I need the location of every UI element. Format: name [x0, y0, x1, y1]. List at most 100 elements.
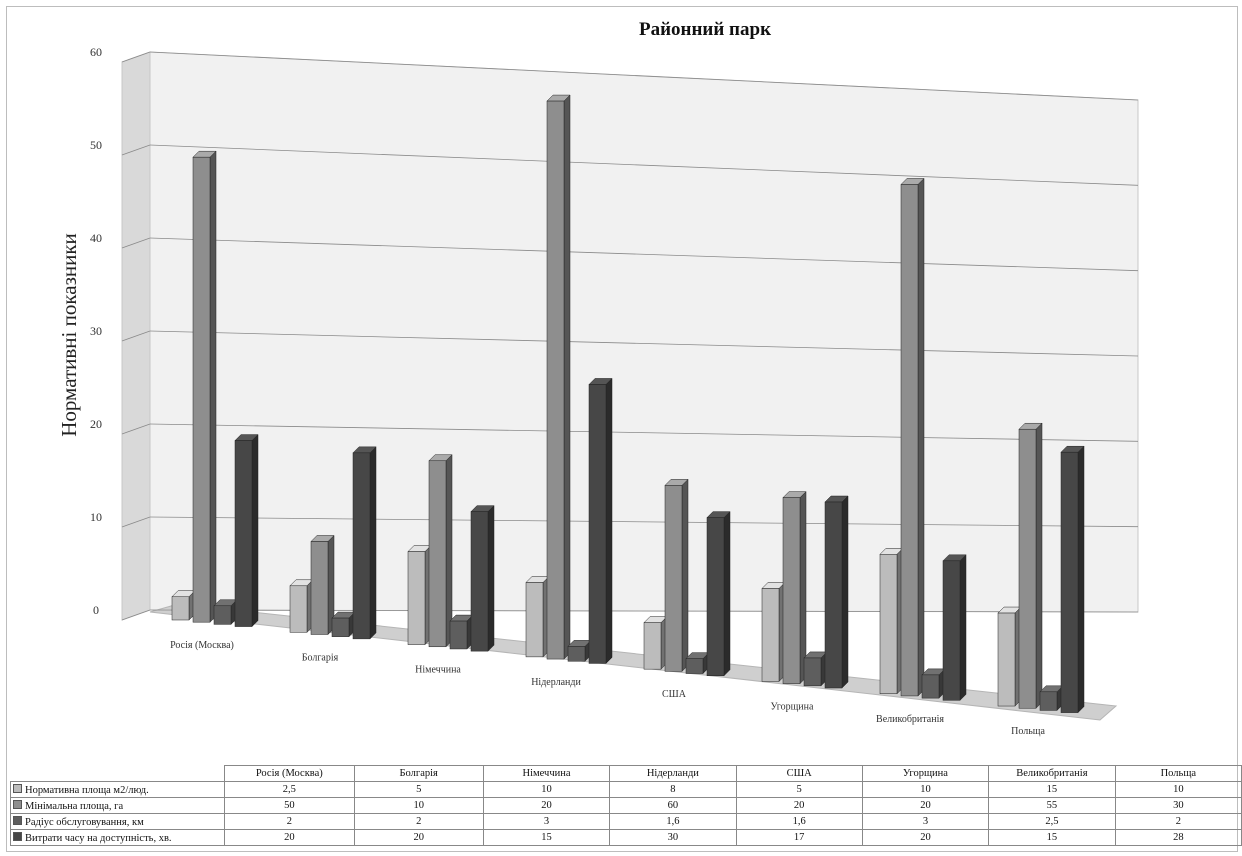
table-cell: 3	[861, 813, 990, 830]
gridline	[149, 144, 1139, 186]
bar-side	[445, 454, 453, 648]
bar	[1039, 691, 1058, 711]
table-cell: 8	[609, 781, 737, 798]
table-cell: 1,6	[609, 813, 737, 830]
table-cell: 15	[988, 829, 1116, 846]
category-label: Польща	[1011, 726, 1045, 737]
bar-side	[487, 505, 495, 652]
bar	[352, 452, 371, 640]
category-label: США	[662, 689, 687, 700]
table-cell: 17	[735, 829, 863, 846]
table-cell: 55	[988, 797, 1116, 814]
table-column-header: Німеччина	[482, 765, 611, 782]
category-label: Німеччина	[415, 665, 461, 676]
gridline	[149, 516, 1139, 528]
table-cell: 20	[353, 829, 484, 846]
table-row-header: Мінімальна площа, га	[9, 797, 226, 814]
chart-floor	[149, 603, 1118, 721]
gridline	[149, 51, 1139, 101]
y-tick-label: 20	[90, 417, 102, 431]
table-body: Нормативна площа м2/люд. 2,5 5 10 8 5 10 15 10 Мі…	[9, 781, 1242, 846]
table-cell: 20	[482, 797, 611, 814]
bar	[234, 440, 253, 627]
table-cell: 2	[224, 813, 355, 830]
bar	[900, 184, 919, 697]
gridline-side	[121, 237, 151, 249]
bar	[213, 605, 232, 625]
table-column-header: Польща	[1114, 765, 1242, 782]
bar-side	[563, 94, 571, 660]
table-column-header: Нідерланди	[609, 765, 737, 782]
gridline-side	[121, 516, 151, 528]
table-cell: 10	[482, 781, 611, 798]
table-cell: 2,5	[224, 781, 355, 798]
table-cell: 30	[1114, 797, 1242, 814]
gridline-side	[121, 51, 151, 63]
bar	[428, 460, 447, 648]
table-row-header: Витрати часу на доступність, хв.	[9, 829, 226, 846]
chart-walls	[121, 51, 1139, 721]
y-tick-label: 40	[90, 231, 102, 245]
table-row: Нормативна площа м2/люд. 2,5 5 10 8 5 10 15 10	[9, 781, 1242, 798]
table-cell: 20	[735, 797, 863, 814]
bar	[407, 551, 426, 645]
bar-side	[841, 495, 849, 689]
bar-side	[1035, 422, 1043, 709]
table-cell: 30	[609, 829, 737, 846]
table-cell: 60	[609, 797, 737, 814]
bar	[1018, 428, 1037, 709]
table-row: Мінімальна площа, га 50 10 20 60 20 20 55 30	[9, 797, 1242, 814]
table-cell: 5	[353, 781, 484, 798]
bar-side	[681, 478, 689, 672]
bar	[171, 596, 190, 621]
table-cell: 28	[1114, 829, 1242, 846]
legend-key	[13, 831, 22, 841]
table-cell: 10	[353, 797, 484, 814]
table-row: Радіус обслуговування, км 2 2 3 1,6 1,6 3 2,5 2	[9, 813, 1242, 830]
table-cell: 2,5	[988, 813, 1116, 830]
bar	[546, 100, 565, 660]
bar	[310, 541, 329, 635]
bar	[331, 617, 350, 637]
table-cell: 1,6	[735, 813, 863, 830]
gridline	[149, 237, 1139, 272]
bar	[879, 554, 898, 694]
bar	[289, 585, 308, 633]
bar-side	[917, 177, 925, 697]
category-label: Нідерланди	[531, 677, 581, 688]
bar	[643, 622, 662, 670]
bar	[664, 485, 683, 672]
y-axis-ticks: 0 10 20 30 40 50 60	[90, 45, 102, 617]
bar	[685, 658, 704, 674]
bar-side	[369, 446, 377, 640]
table-cell: 2	[353, 813, 484, 830]
legend-key	[13, 799, 22, 809]
bar	[706, 517, 725, 676]
bar-side	[799, 491, 807, 685]
table-cell: 20	[861, 797, 990, 814]
chart-frame	[6, 6, 1238, 852]
bar	[761, 588, 780, 682]
chart-area: Районний парк Нормативні показники 0 10 20…	[57, 19, 1139, 737]
bar	[942, 560, 961, 701]
category-labels: Росія (Москва) Болгарія Німеччина Нідерланд…	[170, 640, 1045, 737]
legend-key	[13, 815, 22, 825]
category-label: Угорщина	[771, 701, 814, 712]
table-cell: 10	[861, 781, 990, 798]
y-tick-label: 10	[90, 510, 102, 524]
table-cell: 15	[988, 781, 1116, 798]
category-label: Росія (Москва)	[170, 640, 234, 651]
data-table: Росія (Москва) Болгарія Німеччина Нідерланд…	[9, 765, 1242, 846]
y-tick-label: 60	[90, 45, 102, 59]
category-label: Болгарія	[302, 652, 339, 663]
bar-side	[605, 377, 613, 665]
table-cell: 20	[224, 829, 355, 846]
table-header-row: Росія (Москва) Болгарія Німеччина Нідерланд…	[10, 765, 1242, 782]
bar	[782, 497, 801, 684]
table-cell: 5	[735, 781, 863, 798]
table-column-header: Болгарія	[353, 765, 484, 782]
legend-key	[13, 783, 22, 793]
y-tick-label: 50	[90, 138, 102, 152]
y-axis-label: Нормативні показники	[57, 233, 81, 437]
gridline	[149, 423, 1139, 442]
